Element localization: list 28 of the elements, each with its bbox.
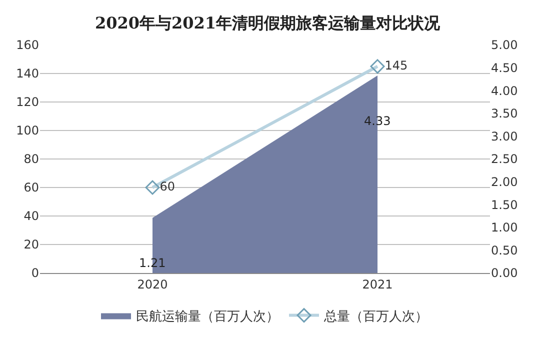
- y-tick-label: 60: [24, 180, 39, 195]
- y-tick-label: 20: [24, 238, 39, 252]
- y-tick-label: 140: [16, 66, 39, 81]
- y-tick-label: 100: [16, 124, 39, 138]
- legend-label: 民航运输量（百万人次）: [136, 309, 279, 324]
- y-tick-label: 160: [16, 38, 39, 52]
- y2-tick-label: 1.50: [491, 198, 518, 212]
- y-tick-label: 40: [24, 209, 39, 224]
- y2-tick-label: 1.00: [491, 220, 518, 235]
- y2-tick-label: 0.00: [491, 266, 518, 280]
- y2-tick-label: 0.50: [491, 243, 518, 258]
- y2-tick-label: 3.00: [491, 129, 518, 144]
- data-label: 1.21: [139, 256, 166, 270]
- x-tick-label: 2020: [137, 277, 168, 292]
- chart-title: 2020年与2021年清明假期旅客运输量对比状况: [94, 13, 442, 32]
- y2-tick-label: 5.00: [491, 38, 518, 52]
- x-tick-label: 2021: [362, 277, 393, 292]
- y-tick-label: 0: [31, 266, 39, 280]
- y2-tick-label: 2.00: [491, 175, 518, 189]
- y2-tick-label: 2.50: [491, 152, 518, 166]
- data-label: 60: [160, 180, 176, 194]
- y-tick-label: 120: [16, 95, 39, 110]
- y2-tick-label: 4.50: [491, 61, 518, 75]
- legend-label: 总量（百万人次）: [323, 309, 428, 324]
- data-label: 145: [384, 58, 408, 72]
- y2-tick-label: 3.50: [491, 106, 518, 121]
- y-tick-label: 80: [24, 152, 39, 166]
- y2-tick-label: 4.00: [491, 84, 518, 98]
